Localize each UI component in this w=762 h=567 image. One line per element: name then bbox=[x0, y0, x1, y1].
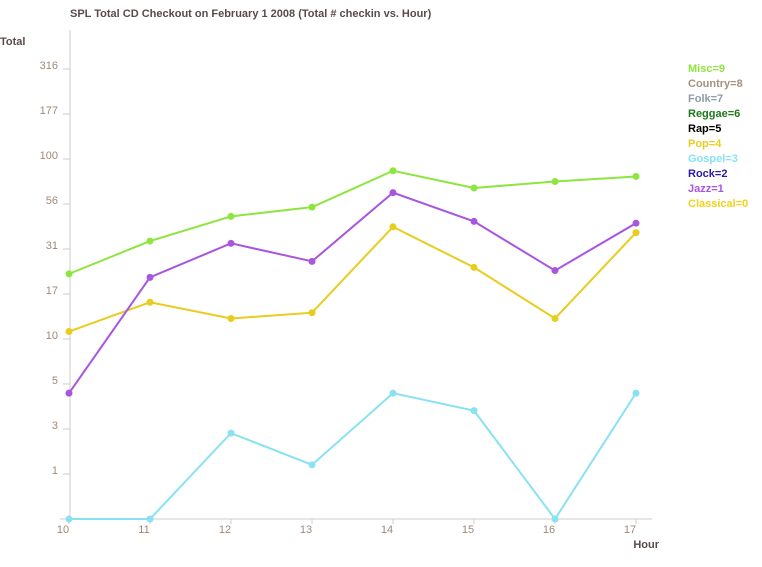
y-tick-label: 3 bbox=[52, 420, 58, 432]
data-point bbox=[470, 184, 478, 192]
legend-entry: Misc=9 bbox=[688, 63, 725, 75]
data-point bbox=[551, 515, 559, 523]
legend-entry: Reggae=6 bbox=[688, 108, 740, 120]
data-point bbox=[227, 239, 235, 247]
y-tick-label: 316 bbox=[40, 60, 58, 72]
legend-entry: Rap=5 bbox=[688, 123, 721, 135]
data-point bbox=[470, 263, 478, 271]
x-tick-label: 16 bbox=[543, 524, 555, 536]
data-point bbox=[551, 314, 559, 322]
series-line bbox=[68, 169, 637, 275]
legend-entry: Jazz=1 bbox=[688, 183, 724, 195]
legend-entry: Rock=2 bbox=[688, 168, 727, 180]
y-axis-label: Total bbox=[0, 36, 25, 48]
y-tick-label: 56 bbox=[46, 195, 58, 207]
data-point bbox=[389, 189, 397, 197]
data-point bbox=[65, 270, 73, 278]
data-point bbox=[308, 461, 316, 469]
y-tick-label: 10 bbox=[46, 330, 58, 342]
data-point bbox=[308, 203, 316, 211]
data-point bbox=[308, 257, 316, 265]
x-tick-label: 14 bbox=[381, 524, 393, 536]
data-point bbox=[632, 172, 640, 180]
data-point bbox=[389, 167, 397, 175]
data-point bbox=[227, 429, 235, 437]
data-point bbox=[146, 237, 154, 245]
data-point bbox=[632, 219, 640, 227]
x-axis-label: Hour bbox=[633, 539, 659, 551]
data-point bbox=[65, 515, 73, 523]
y-tick-label: 31 bbox=[46, 240, 58, 252]
series-line bbox=[69, 392, 637, 521]
y-tick-label: 177 bbox=[40, 105, 58, 117]
y-tick-label: 1 bbox=[52, 465, 58, 477]
data-point bbox=[551, 267, 559, 275]
data-point bbox=[227, 212, 235, 220]
y-tick-label: 17 bbox=[46, 285, 58, 297]
legend-entry: Gospel=3 bbox=[688, 153, 738, 165]
data-point bbox=[389, 389, 397, 397]
data-point bbox=[308, 309, 316, 317]
data-point bbox=[227, 314, 235, 322]
data-point bbox=[146, 273, 154, 281]
data-point bbox=[632, 389, 640, 397]
x-tick-label: 10 bbox=[57, 524, 69, 536]
data-point bbox=[146, 298, 154, 306]
data-point bbox=[551, 177, 559, 185]
y-tick-label: 100 bbox=[40, 150, 58, 162]
x-tick-label: 15 bbox=[462, 524, 474, 536]
series-line bbox=[68, 191, 637, 394]
legend-entry: Pop=4 bbox=[688, 138, 722, 150]
data-point bbox=[470, 407, 478, 415]
x-tick-label: 11 bbox=[138, 524, 149, 536]
data-point bbox=[146, 515, 154, 523]
chart-title: SPL Total CD Checkout on February 1 2008… bbox=[70, 8, 432, 20]
data-point bbox=[65, 389, 73, 397]
data-point bbox=[470, 217, 478, 225]
x-tick-label: 13 bbox=[300, 524, 312, 536]
x-tick-label: 12 bbox=[219, 524, 231, 536]
data-point bbox=[65, 328, 73, 336]
data-point bbox=[389, 223, 397, 231]
legend-entry: Folk=7 bbox=[688, 93, 723, 105]
x-tick-label: 17 bbox=[624, 524, 636, 536]
legend-entry: Classical=0 bbox=[688, 198, 748, 210]
y-tick-label: 5 bbox=[52, 375, 58, 387]
legend-entry: Country=8 bbox=[688, 78, 743, 90]
data-point bbox=[632, 229, 640, 237]
series-line bbox=[68, 225, 637, 333]
